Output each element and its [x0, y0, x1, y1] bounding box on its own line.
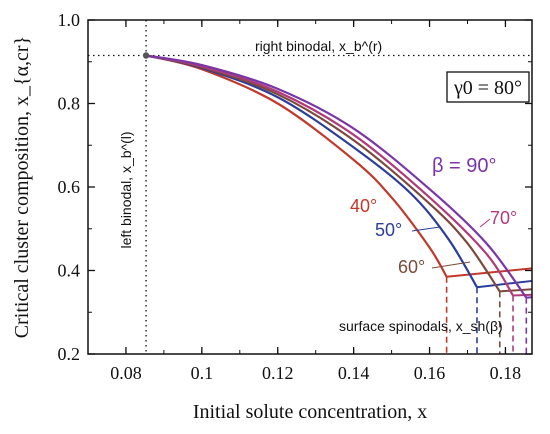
series-line-1: [145, 54, 478, 288]
series-tail-3: [512, 293, 533, 297]
series-label-60: 60°: [398, 257, 425, 277]
series-label-70: 70°: [490, 208, 517, 228]
leader-50: [411, 226, 441, 232]
series-tail-2: [499, 288, 533, 293]
gamma-label: γ0 = 80°: [453, 77, 522, 99]
y-tick-label: 1.0: [58, 10, 81, 30]
x-tick-label: 0.14: [338, 363, 370, 383]
y-tick-label: 0.4: [58, 261, 81, 281]
spinodal-lines: [445, 276, 528, 354]
series-line-4: [145, 54, 528, 299]
axis-ticks: 0.08 0.1 0.12 0.14 0.16 0.18 0.2 0.4 0.6 0.8 1.0: [58, 10, 532, 383]
y-tick-label: 0.8: [58, 94, 81, 114]
series-lines: [142, 52, 533, 299]
series-tail-0: [446, 267, 533, 278]
series-label-90: β = 90°: [432, 155, 497, 177]
plot-frame: [87, 19, 533, 355]
x-axis-label: Initial solute concentration, x: [193, 401, 427, 423]
y-axis-label: Critical cluster composition, x_{α,cr}: [11, 36, 33, 338]
x-tick-label: 0.1: [191, 363, 214, 383]
x-tick-label: 0.18: [490, 363, 522, 383]
surface-spinodals-label: surface spinodals, x_sh(β): [339, 318, 503, 334]
right-binodal-label: right binodal, x_b^(r): [255, 38, 382, 54]
leader-70: [479, 218, 491, 228]
reference-lines: [88, 20, 532, 354]
series-tail-1: [476, 279, 533, 289]
gamma-box: [446, 71, 530, 103]
y-tick-label: 0.2: [58, 344, 81, 364]
y-tick-label: 0.6: [58, 177, 81, 197]
series-line-3: [145, 54, 514, 297]
binodal-start-point: [142, 52, 150, 59]
x-tick-label: 0.12: [262, 363, 294, 383]
series-label-40: 40°: [350, 196, 377, 216]
x-tick-label: 0.16: [414, 363, 446, 383]
leader-60: [431, 261, 471, 269]
left-binodal-label: left binodal, x_b^(l): [118, 131, 134, 248]
series-line-0: [145, 54, 448, 278]
x-tick-label: 0.08: [110, 363, 142, 383]
series-label-50: 50°: [375, 220, 402, 240]
